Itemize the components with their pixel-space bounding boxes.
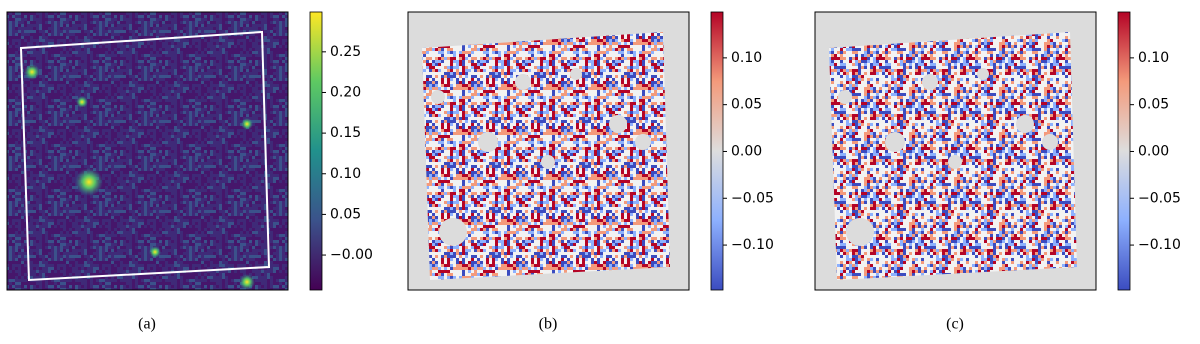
- colorbar-tick-label: 0.10: [330, 166, 361, 182]
- colorbar-tick-label: 0.10: [1138, 50, 1169, 66]
- colorbar-tick-label: 0.10: [731, 50, 762, 66]
- masked-hole: [885, 132, 905, 152]
- masked-hole: [570, 68, 582, 80]
- colorbar-tick-label: −0.00: [330, 247, 373, 263]
- colorbar-tick-label: −0.10: [1138, 237, 1181, 253]
- colorbar-tick-label: 0.00: [731, 143, 762, 159]
- colorbar-tick-label: 0.15: [330, 125, 361, 141]
- masked-hole: [977, 68, 989, 80]
- masked-hole: [635, 134, 651, 150]
- image-frame: [407, 11, 690, 291]
- masked-hole: [948, 155, 962, 169]
- bright-source: [239, 274, 255, 290]
- caption: (c): [946, 316, 964, 333]
- image-frame: [814, 11, 1097, 291]
- colorbar-tick-label: 0.25: [330, 44, 361, 60]
- masked-hole: [439, 218, 467, 246]
- footprint-outline: [19, 30, 271, 282]
- bright-source: [241, 118, 253, 130]
- bright-source: [75, 168, 103, 196]
- masked-hole: [1042, 134, 1058, 150]
- colorbar-tick-label: 0.20: [330, 84, 361, 100]
- colorbar-tick-label: 0.00: [1138, 143, 1169, 159]
- masked-hole: [515, 74, 531, 90]
- caption: (a): [138, 316, 156, 333]
- colorbar-tick-label: −0.05: [1138, 190, 1181, 206]
- image: [7, 12, 288, 290]
- colorbar-tick-label: 0.05: [1138, 97, 1169, 113]
- masked-hole: [922, 74, 938, 90]
- masked-hole: [838, 90, 852, 104]
- colorbar: [710, 11, 724, 291]
- masked-hole: [609, 115, 627, 133]
- colorbar-tick-label: −0.05: [731, 190, 774, 206]
- colorbar-tick-label: −0.10: [731, 237, 774, 253]
- colorbar: [1117, 11, 1131, 291]
- colorbar-tick-label: 0.05: [330, 206, 361, 222]
- colorbar: [309, 11, 323, 291]
- colorbar-tick-label: 0.05: [731, 97, 762, 113]
- masked-hole: [846, 218, 874, 246]
- bright-source: [149, 246, 161, 258]
- masked-hole: [1016, 115, 1034, 133]
- bright-source: [24, 64, 40, 80]
- masked-hole: [541, 155, 555, 169]
- masked-hole: [478, 132, 498, 152]
- bright-source: [76, 96, 88, 108]
- masked-hole: [431, 90, 445, 104]
- image-frame: [6, 11, 289, 291]
- caption: (b): [539, 316, 558, 333]
